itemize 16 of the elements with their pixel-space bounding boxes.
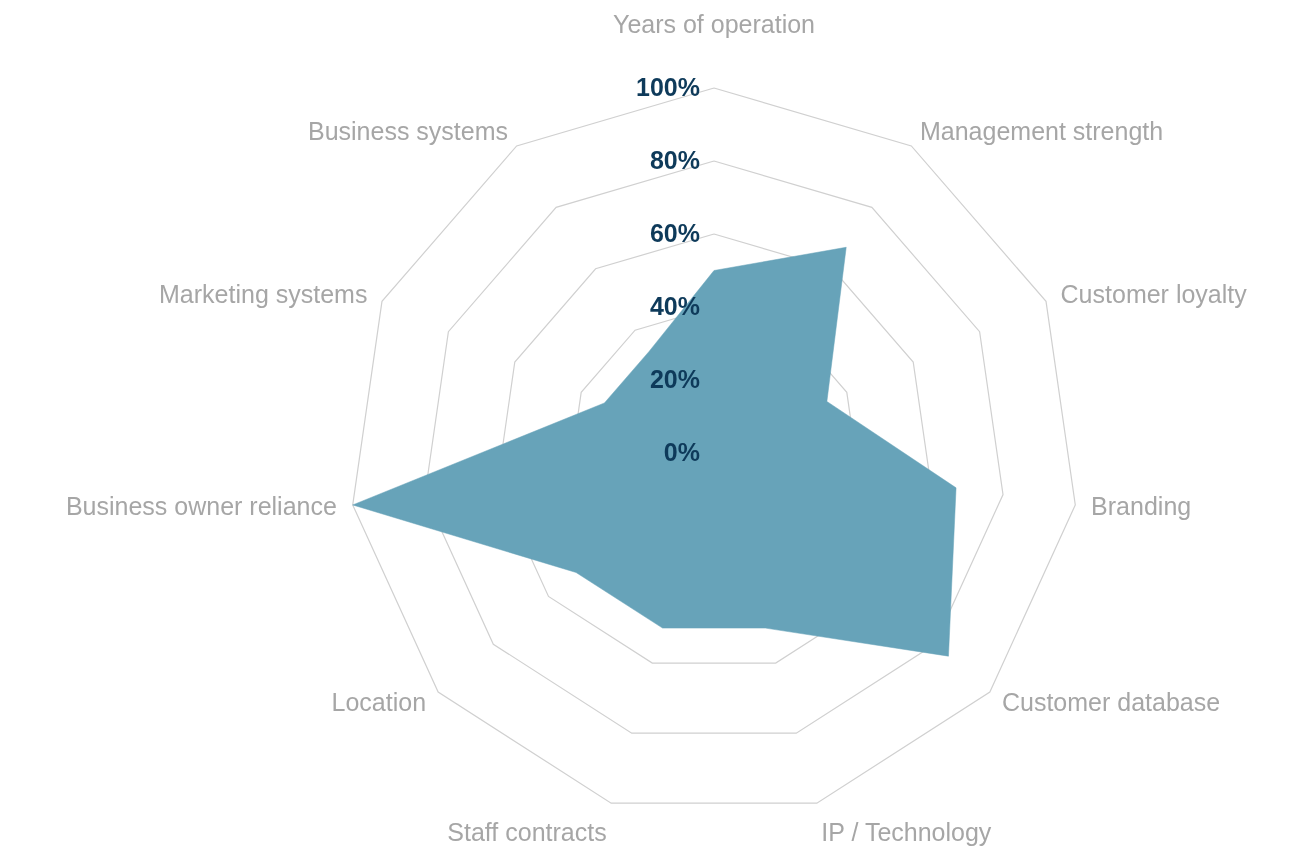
- spoke-label: Customer loyalty: [1060, 279, 1248, 308]
- spoke-label: Customer database: [1001, 687, 1221, 716]
- y-tick-label: 0%: [663, 438, 700, 466]
- y-tick-label: 100%: [636, 73, 700, 101]
- spoke-label: Marketing systems: [159, 279, 368, 308]
- spoke-label: Management strength: [919, 117, 1164, 146]
- spoke-label: Years of operation: [612, 10, 816, 38]
- spoke-label: IP / Technology: [821, 817, 992, 846]
- y-tick-label: 20%: [649, 365, 700, 393]
- spoke-label: Staff contracts: [447, 817, 607, 846]
- spoke-label: Branding: [1091, 492, 1192, 521]
- spoke-label: Business owner reliance: [65, 492, 337, 521]
- spoke-label: Business systems: [307, 117, 509, 146]
- y-tick-label: 80%: [649, 146, 700, 174]
- y-tick-label: 60%: [649, 219, 700, 247]
- spoke-label: Location: [331, 687, 427, 716]
